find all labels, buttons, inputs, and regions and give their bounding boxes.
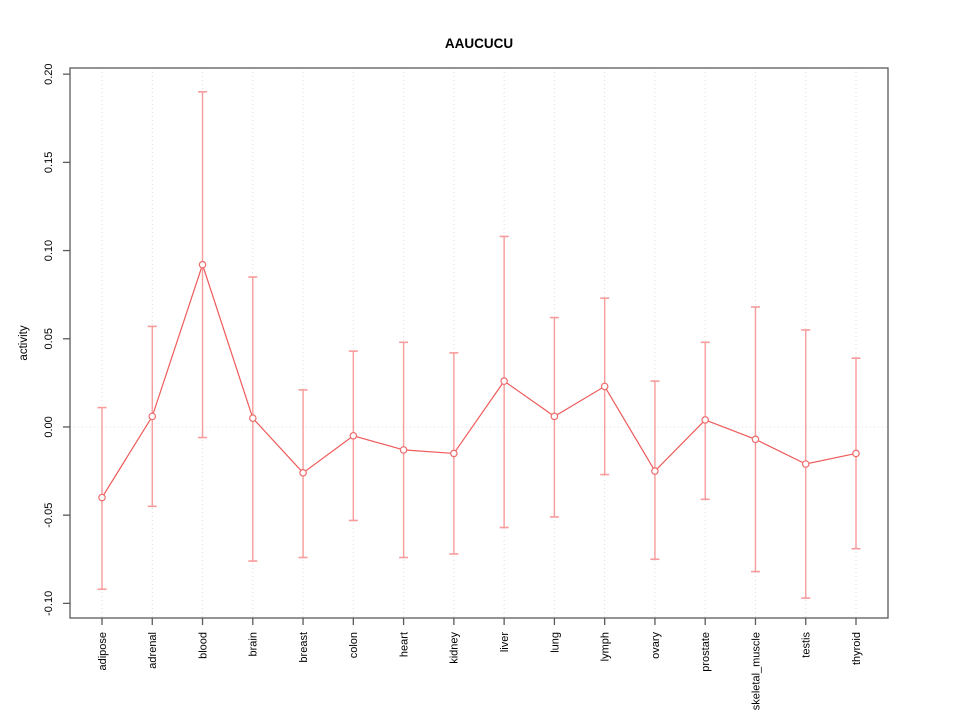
x-tick-label: liver: [499, 632, 511, 653]
x-tick-label: heart: [398, 632, 410, 657]
data-point: [701, 416, 710, 424]
y-tick-label: 0.00: [43, 416, 55, 437]
plot-content: -0.10 -0.05 0.00 0.05 0.10 0.15 0.20 adipose adr…: [43, 63, 889, 710]
series-line: [101, 262, 857, 498]
x-tick-label: blood: [197, 632, 209, 659]
y-axis-label: activity: [18, 325, 30, 360]
x-tick-label: colon: [348, 632, 360, 658]
x-tick-label: testis: [801, 632, 813, 658]
plot-title: AAUCUCU: [445, 36, 513, 51]
data-point: [550, 412, 559, 421]
x-tick-label: thyroid: [851, 632, 863, 665]
data-point: [500, 377, 508, 385]
x-tick-label: lung: [549, 632, 561, 653]
data-point: [801, 460, 810, 468]
data-point: [198, 260, 207, 269]
y-tick-label: 0.15: [43, 152, 55, 173]
data-point: [852, 449, 860, 458]
y-tick-label: -0.05: [43, 503, 55, 528]
plot-border: [69, 67, 889, 619]
x-tick-label: kidney: [449, 632, 461, 664]
x-tick-label: adipose: [97, 632, 109, 671]
x-tick-label: adrenal: [147, 632, 159, 669]
data-point: [148, 412, 157, 421]
data-point: [600, 382, 609, 391]
x-tick-label: lymph: [600, 632, 612, 661]
data-point: [349, 431, 358, 440]
y-tick-label: -0.10: [43, 591, 55, 616]
x-tick-label: prostate: [700, 632, 712, 672]
y-tick-label: 0.10: [43, 240, 55, 261]
data-point: [299, 469, 307, 477]
y-tick-label: 0.05: [43, 328, 55, 349]
x-tick-label: breast: [298, 632, 310, 663]
data-point: [399, 446, 408, 454]
data-point: [651, 467, 659, 475]
x-tick-label: brain: [248, 632, 260, 656]
data-point: [751, 435, 760, 444]
data-point: [249, 414, 257, 422]
data-point: [450, 449, 458, 458]
x-tick-label: ovary: [650, 632, 662, 659]
data-point: [98, 493, 106, 502]
x-tick-label: skeletal_muscle: [750, 632, 762, 710]
y-tick-label: 0.20: [43, 63, 55, 84]
